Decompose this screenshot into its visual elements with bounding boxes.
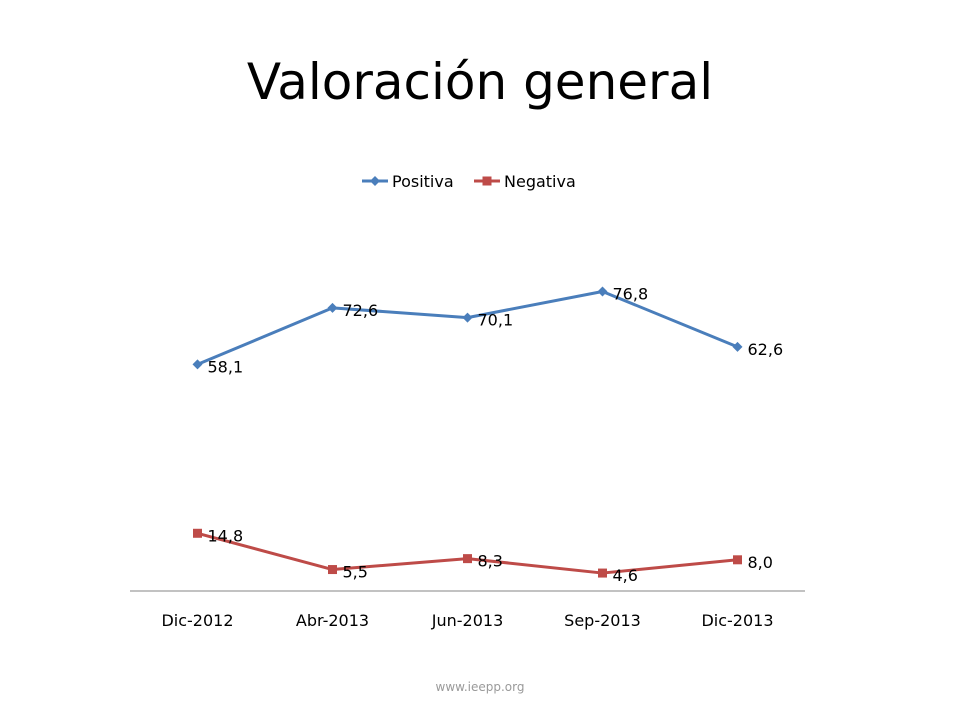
series-line-positiva: [196, 289, 739, 366]
series-layer: [192, 286, 743, 578]
legend-marker-negativa: [482, 176, 492, 186]
data-label-negativa: 5,5: [343, 563, 368, 582]
legend: Positiva Negativa: [362, 172, 576, 191]
data-point-positiva: [192, 359, 203, 370]
data-point-negativa: [328, 565, 337, 575]
page-title: Valoración general: [246, 53, 714, 111]
x-tick-labels: Dic-2012 Abr-2013 Jun-2013 Sep-2013 Dic-2013: [161, 611, 773, 630]
x-tick-label: Dic-2012: [161, 611, 233, 630]
data-label-positiva: 70,1: [478, 311, 514, 330]
footer-url: www.ieepp.org: [435, 680, 525, 694]
data-point-negativa: [193, 528, 202, 538]
x-tick-label: Jun-2013: [431, 611, 504, 630]
data-label-positiva: 62,6: [748, 340, 784, 359]
data-label-negativa: 8,0: [748, 553, 773, 572]
data-labels: 58,1 72,6 70,1 76,8 62,6 14,8 5,5 8,3 4,6 8,0: [208, 284, 784, 585]
legend-marker-positiva: [370, 176, 380, 186]
x-tick-label: Sep-2013: [564, 611, 641, 630]
data-label-negativa: 8,3: [478, 552, 503, 571]
line-chart: Positiva Negativa 58,1 72,6 70,1 76,8 62,6 14,…: [130, 172, 805, 630]
data-label-positiva: 72,6: [343, 301, 379, 320]
legend-label-negativa: Negativa: [504, 172, 576, 191]
data-label-positiva: 76,8: [613, 284, 649, 303]
data-point-negativa: [598, 568, 607, 578]
data-point-positiva: [732, 341, 743, 352]
legend-label-positiva: Positiva: [392, 172, 454, 191]
data-label-negativa: 14,8: [208, 526, 244, 545]
data-label-negativa: 4,6: [613, 566, 638, 585]
data-point-negativa: [733, 555, 742, 565]
data-point-positiva: [597, 286, 608, 297]
data-point-positiva: [327, 302, 338, 313]
data-point-positiva: [462, 312, 473, 323]
data-point-negativa: [463, 554, 472, 564]
series-line-negativa: [197, 531, 738, 575]
data-label-positiva: 58,1: [208, 357, 244, 376]
x-tick-label: Abr-2013: [296, 611, 369, 630]
x-tick-label: Dic-2013: [701, 611, 773, 630]
